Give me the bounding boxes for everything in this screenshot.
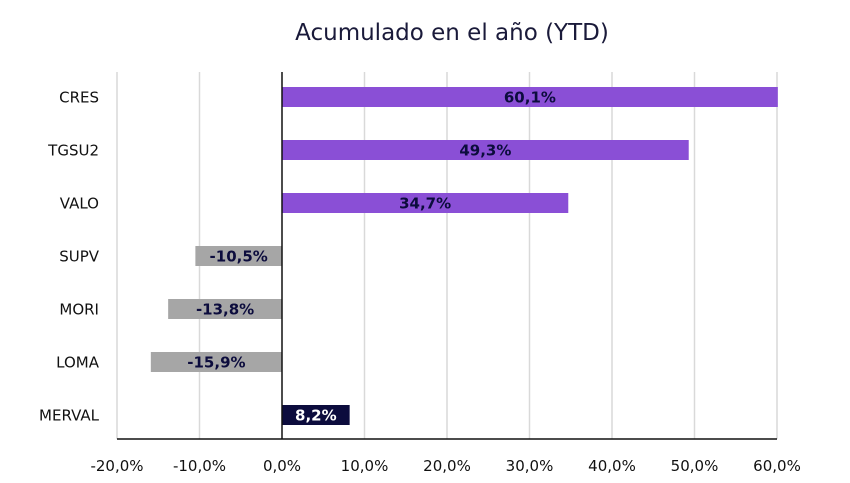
x-tick-labels: -20,0% -10,0% 0,0% 10,0% 20,0% 30,0% 40,0% 50,0… [90, 457, 800, 475]
data-label: 34,7% [399, 195, 451, 213]
x-tick-label: 10,0% [341, 457, 389, 475]
data-label: -15,9% [187, 354, 245, 372]
data-label: 60,1% [504, 89, 556, 107]
x-tick-label: -10,0% [173, 457, 226, 475]
category-label: MORI [59, 301, 99, 319]
x-tick-label: 30,0% [506, 457, 554, 475]
bar [150, 352, 282, 372]
category-label: CRES [59, 89, 99, 107]
bar [282, 87, 778, 107]
data-label: -13,8% [196, 301, 254, 319]
axes [117, 72, 777, 440]
x-tick-label: 20,0% [423, 457, 471, 475]
category-label: VALO [60, 195, 99, 213]
bar [195, 246, 282, 266]
category-label: MERVAL [39, 407, 100, 425]
category-label: LOMA [56, 354, 100, 372]
x-tick-label: 60,0% [753, 457, 801, 475]
data-label: 8,2% [295, 407, 337, 425]
bar [282, 193, 569, 213]
x-tick-label: 50,0% [671, 457, 719, 475]
category-label: SUPV [59, 248, 100, 266]
category-labels: CRES TGSU2 VALO SUPV MORI LOMA MERVAL [39, 89, 100, 425]
bars: 60,1% 49,3% 34,7% -10,5% -13,8% -15,9% 8,2% [150, 87, 778, 425]
chart-title: Acumulado en el año (YTD) [295, 20, 609, 46]
category-label: TGSU2 [47, 142, 99, 160]
x-tick-label: 40,0% [588, 457, 636, 475]
bar [282, 405, 350, 425]
data-label: 49,3% [459, 142, 511, 160]
bar [282, 140, 689, 160]
x-tick-label: -20,0% [90, 457, 143, 475]
data-label: -10,5% [210, 248, 268, 266]
bar [168, 299, 282, 319]
x-tick-label: 0,0% [263, 457, 301, 475]
gridlines [116, 72, 778, 439]
